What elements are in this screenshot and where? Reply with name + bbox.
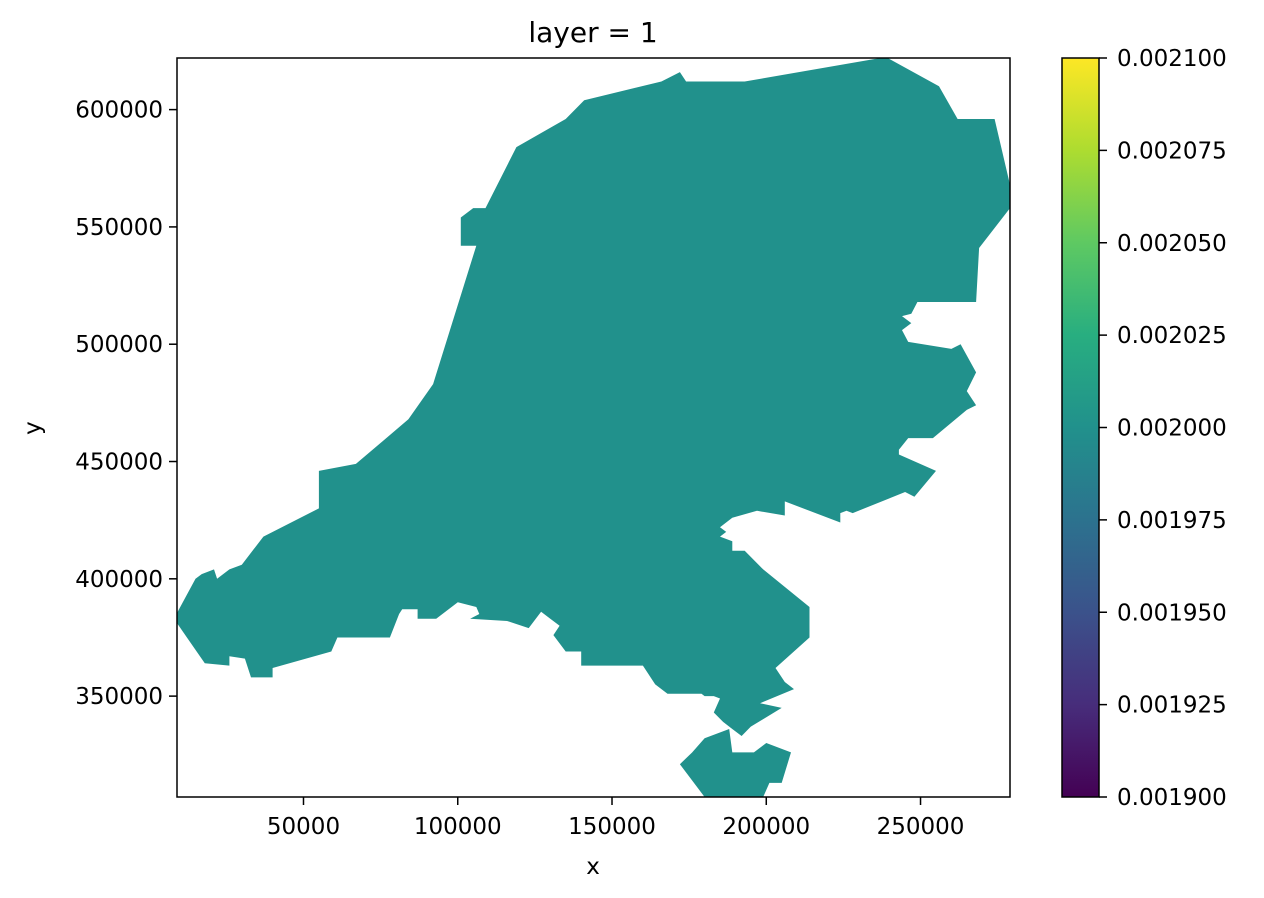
colorbar-tick-label: 0.002025: [1117, 323, 1227, 349]
y-tick-label: 350000: [75, 684, 163, 710]
x-tick-label: 200000: [722, 814, 810, 840]
x-axis-label: x: [586, 854, 600, 880]
detached-region: [679, 729, 791, 797]
main-region: [177, 58, 1010, 736]
y-tick-label: 600000: [75, 98, 163, 124]
x-tick-label: 50000: [267, 814, 340, 840]
colorbar-tick-label: 0.001925: [1117, 693, 1227, 719]
colorbar-tick-label: 0.002000: [1117, 416, 1227, 442]
colorbar-tick-label: 0.001900: [1117, 785, 1227, 811]
plot-frame: [176, 57, 1011, 798]
plot-area: [177, 58, 1010, 797]
x-axis: 50000 100000 150000 200000 250000: [267, 797, 965, 840]
y-tick-label: 500000: [75, 332, 163, 358]
y-tick-label: 400000: [75, 567, 163, 593]
colorbar: 0.001900 0.001925 0.001950 0.001975 0.002000…: [1061, 46, 1227, 811]
colorbar-tick-label: 0.002050: [1117, 231, 1227, 257]
x-tick-label: 250000: [877, 814, 965, 840]
x-tick-label: 100000: [414, 814, 502, 840]
y-tick-label: 550000: [75, 215, 163, 241]
y-axis-label: y: [20, 421, 46, 435]
chart-title: layer = 1: [528, 16, 657, 49]
x-tick-label: 150000: [568, 814, 656, 840]
colorbar-tick-label: 0.001975: [1117, 508, 1227, 534]
colorbar-tick-label: 0.002075: [1117, 138, 1227, 164]
colorbar-tick-label: 0.001950: [1117, 600, 1227, 626]
y-tick-label: 450000: [75, 450, 163, 476]
colorbar-gradient: [1062, 58, 1099, 797]
colorbar-tick-label: 0.002100: [1117, 46, 1227, 72]
colorbar-ticks: 0.001900 0.001925 0.001950 0.001975 0.002000…: [1099, 46, 1227, 811]
y-axis: 350000 400000 450000 500000 550000 600000: [75, 98, 177, 710]
